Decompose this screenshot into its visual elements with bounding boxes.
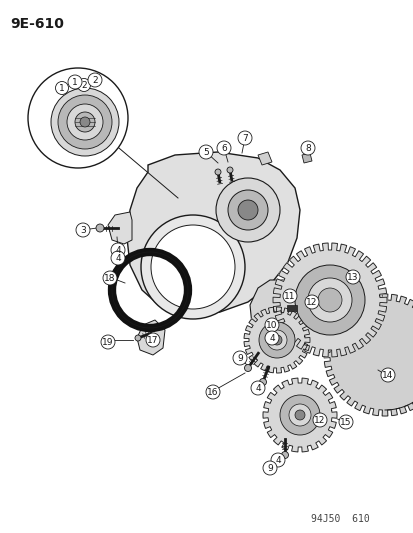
Circle shape [294, 265, 364, 335]
Circle shape [279, 395, 319, 435]
Text: 4: 4 [115, 246, 121, 255]
Circle shape [146, 333, 159, 347]
Text: 5: 5 [203, 148, 209, 157]
Circle shape [80, 117, 90, 127]
Polygon shape [108, 212, 132, 244]
Text: 7: 7 [242, 134, 247, 143]
Circle shape [216, 178, 279, 242]
Text: 4: 4 [115, 254, 121, 263]
Polygon shape [249, 280, 314, 345]
Circle shape [151, 225, 235, 309]
Text: 4: 4 [275, 456, 280, 465]
Circle shape [317, 288, 341, 312]
Text: 10: 10 [266, 321, 277, 330]
Circle shape [228, 190, 267, 230]
Circle shape [281, 451, 288, 458]
Text: 15: 15 [339, 418, 351, 427]
Circle shape [312, 413, 326, 427]
Circle shape [233, 351, 247, 365]
Circle shape [135, 335, 141, 341]
Text: 2: 2 [81, 81, 87, 90]
Text: 16: 16 [207, 388, 218, 397]
Text: 4: 4 [254, 384, 260, 393]
Circle shape [266, 330, 286, 350]
Circle shape [75, 112, 95, 132]
Circle shape [304, 295, 318, 309]
Circle shape [88, 73, 102, 87]
Text: 8: 8 [304, 144, 310, 153]
Circle shape [58, 95, 112, 149]
Circle shape [199, 145, 212, 159]
Polygon shape [137, 320, 165, 355]
Circle shape [288, 404, 310, 426]
Text: 9E-610: 9E-610 [10, 17, 64, 31]
Circle shape [282, 289, 296, 303]
Polygon shape [262, 378, 336, 452]
Circle shape [216, 141, 230, 155]
Circle shape [294, 410, 304, 420]
Circle shape [111, 243, 125, 257]
Circle shape [300, 141, 314, 155]
Text: 13: 13 [347, 273, 358, 282]
Text: 17: 17 [147, 336, 158, 345]
Text: 6: 6 [221, 144, 226, 153]
Circle shape [214, 169, 221, 175]
Circle shape [264, 318, 278, 332]
Text: 1: 1 [72, 78, 78, 87]
Circle shape [237, 200, 257, 220]
Text: 2: 2 [92, 76, 97, 85]
Text: 9: 9 [266, 464, 272, 473]
Circle shape [259, 322, 294, 358]
Circle shape [206, 385, 219, 399]
Circle shape [244, 365, 251, 372]
Circle shape [307, 278, 351, 322]
Circle shape [68, 75, 82, 89]
Text: 1: 1 [59, 84, 65, 93]
Circle shape [101, 335, 115, 349]
Polygon shape [127, 152, 299, 315]
Circle shape [345, 270, 359, 284]
Polygon shape [243, 307, 309, 373]
Polygon shape [323, 294, 413, 416]
Text: 12: 12 [313, 416, 325, 425]
Text: 12: 12 [306, 298, 317, 307]
FancyBboxPatch shape [286, 305, 296, 311]
Circle shape [103, 271, 117, 285]
Text: 11: 11 [284, 292, 295, 301]
Circle shape [141, 215, 244, 319]
Circle shape [338, 415, 352, 429]
Text: 9: 9 [237, 354, 242, 363]
Circle shape [271, 453, 284, 467]
Circle shape [264, 331, 278, 345]
Text: 18: 18 [104, 274, 116, 283]
Text: 14: 14 [381, 371, 393, 380]
Circle shape [259, 378, 266, 385]
Polygon shape [272, 243, 386, 357]
Circle shape [96, 224, 104, 232]
Circle shape [55, 82, 68, 94]
Circle shape [67, 104, 103, 140]
Text: 3: 3 [80, 226, 85, 235]
Circle shape [250, 381, 264, 395]
Circle shape [28, 68, 128, 168]
Circle shape [237, 131, 252, 145]
Circle shape [380, 368, 394, 382]
Text: 4: 4 [268, 334, 274, 343]
Circle shape [77, 78, 90, 92]
Text: 19: 19 [102, 338, 114, 347]
Polygon shape [301, 153, 311, 163]
Text: 94J50  610: 94J50 610 [311, 514, 369, 524]
Polygon shape [257, 152, 271, 165]
Circle shape [226, 167, 233, 173]
Circle shape [262, 461, 276, 475]
Circle shape [111, 251, 125, 265]
Circle shape [76, 223, 90, 237]
Circle shape [271, 335, 281, 345]
Polygon shape [384, 311, 413, 410]
Circle shape [51, 88, 119, 156]
